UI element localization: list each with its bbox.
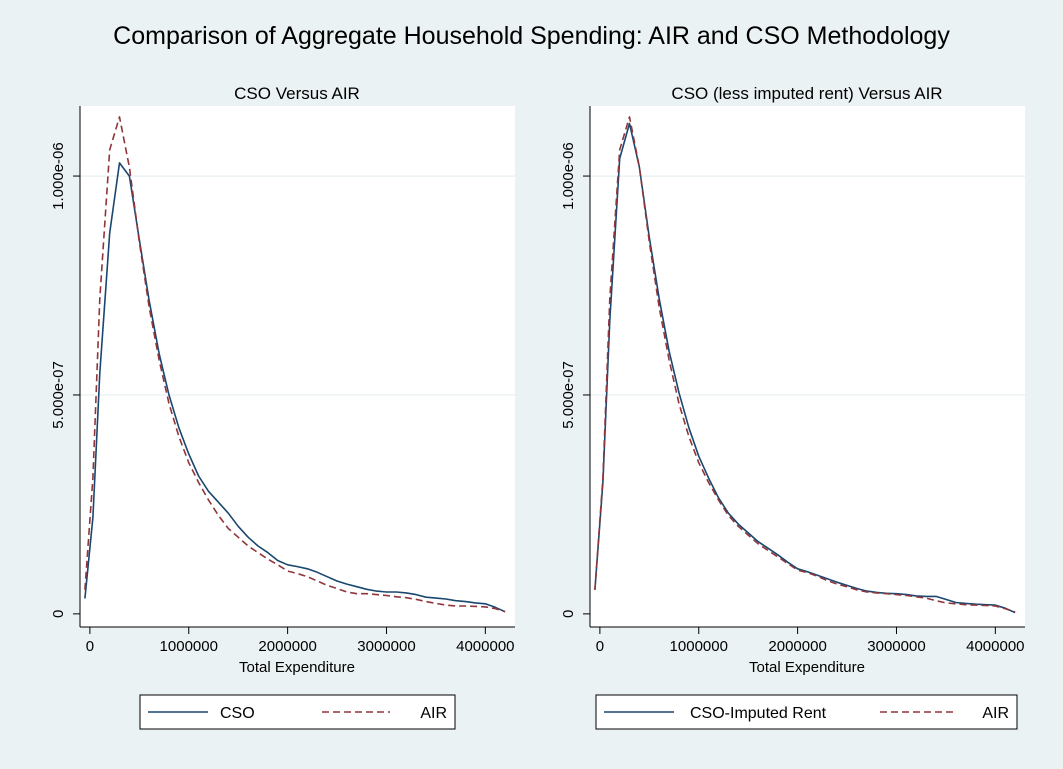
x-axis-title: Total Expenditure (749, 659, 865, 676)
y-tick-label: 0 (50, 610, 67, 618)
legend: CSO-Imputed Rent AIR (595, 694, 1018, 730)
x-axis-title: Total Expenditure (239, 659, 355, 676)
plot-area (590, 106, 1025, 627)
series-line-air (84, 116, 506, 613)
x-tick-label: 3000000 (867, 638, 925, 655)
x-tick-label: 3000000 (357, 638, 415, 655)
chart-panel-2: CSO (less imputed rent) Versus AIR 0 5.000… (560, 84, 1025, 730)
series-line-cso (84, 162, 506, 613)
legend-label: AIR (982, 705, 1009, 722)
x-tick-label: 1000000 (160, 638, 218, 655)
x-tick-label: 4000000 (456, 638, 514, 655)
x-tick-label: 0 (596, 638, 604, 655)
series-line-cso-imputed-rent (594, 122, 1016, 614)
legend-label: CSO (220, 705, 255, 722)
y-tick-label: 1.000e-06 (50, 142, 67, 210)
legend-box (139, 694, 456, 730)
legend-label: AIR (420, 705, 447, 722)
x-tick-label: 0 (86, 638, 94, 655)
series-line-air (594, 116, 1016, 613)
y-tick-label: 5.000e-07 (50, 361, 67, 429)
panel-title: CSO (less imputed rent) Versus AIR (671, 84, 942, 103)
x-tick-label: 2000000 (768, 638, 826, 655)
y-tick-label: 5.000e-07 (560, 361, 577, 429)
legend: CSO AIR (139, 694, 456, 730)
chart-panel-1: CSO Versus AIR 0 5.000e-07 1.000e-06 0 100000… (50, 84, 515, 730)
figure-title: Comparison of Aggregate Household Spendi… (113, 22, 950, 50)
y-tick-label: 1.000e-06 (560, 142, 577, 210)
x-tick-label: 4000000 (966, 638, 1024, 655)
x-tick-label: 2000000 (258, 638, 316, 655)
x-tick-label: 1000000 (670, 638, 728, 655)
plot-area (80, 106, 515, 627)
legend-label: CSO-Imputed Rent (690, 705, 827, 722)
y-tick-label: 0 (560, 610, 577, 618)
panel-title: CSO Versus AIR (234, 84, 360, 103)
